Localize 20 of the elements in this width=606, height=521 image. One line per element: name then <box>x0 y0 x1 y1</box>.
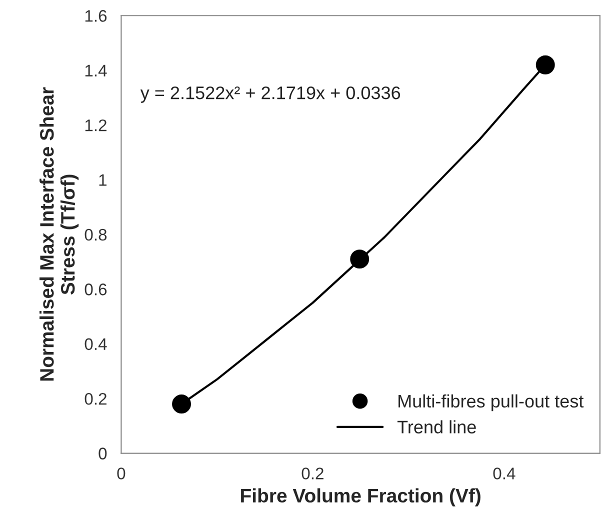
y-tick-label: 0.8 <box>84 228 107 241</box>
point <box>536 55 555 74</box>
x-tick-label: 0.2 <box>302 468 324 480</box>
legend-label: Trend line <box>397 420 476 434</box>
annotation: y = 2.1522x² + 2.1719x + 0.0336 <box>140 86 400 103</box>
y-tick-label: 0 <box>98 448 107 460</box>
x-axis-title: Fibre Volume Fraction (Vf) <box>241 488 480 506</box>
point <box>350 250 370 269</box>
legend-label: Multi-fibres pull-out test <box>398 394 584 412</box>
x-tick-label: 0.4 <box>493 468 516 480</box>
y-tick-label: 1.4 <box>85 64 107 76</box>
y-tick-label: 0.4 <box>84 338 107 350</box>
y-tick-label: 1 <box>99 174 106 186</box>
y-axis-title: Normalised Max Interface Shear Stress (Tf/σf) <box>40 87 79 381</box>
y-tick-label: 1.6 <box>85 10 107 22</box>
y-tick-label: 0.2 <box>84 392 106 405</box>
y-tick-label: 0.6 <box>84 284 107 296</box>
x-tick-label: 0 <box>117 468 126 480</box>
y-tick-label: 1.2 <box>85 119 106 132</box>
point <box>172 394 192 414</box>
